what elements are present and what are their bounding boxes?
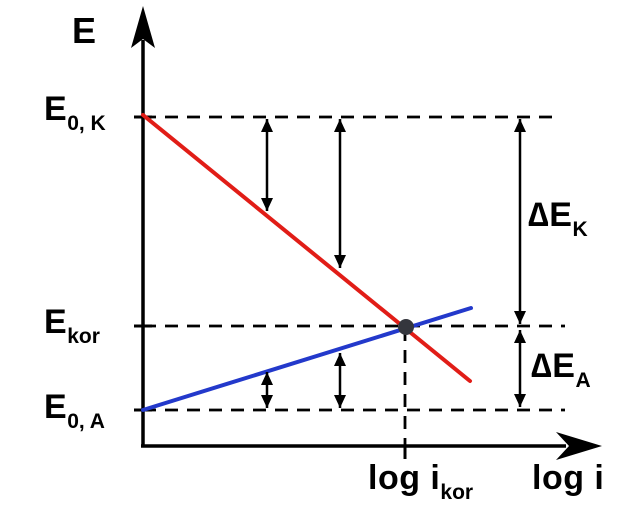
x-axis-label: log i [532,461,604,495]
delta-ea-main: ∆E [531,347,576,385]
ekor-label: Ekor [44,303,100,347]
anodic-line [141,306,473,412]
axis-ticks [134,115,407,459]
log-ikor-sub: kor [440,481,474,504]
y-axis-label: E [72,13,97,49]
ekor-sub: kor [67,325,100,348]
log-ikor-main: log i [368,459,441,497]
cathodic-line [141,113,472,383]
e0a-label: E0, A [44,388,105,432]
e0a-main: E [44,388,68,426]
dashed-guides [143,115,565,446]
log-ikor-label: log ikor [368,459,473,503]
delta-ea-sub: A [575,369,591,392]
e0a-sub: 0, A [67,410,105,433]
delta-ek-sub: K [572,218,588,241]
delta-ek-main: ∆E [528,196,573,234]
e0k-main: E [44,90,68,128]
x-axis-arrowhead [556,432,602,460]
axes [131,6,602,460]
x-axis-label-text: log i [532,459,605,497]
y-axis-label-text: E [72,10,97,51]
e0k-sub: 0, K [67,112,106,135]
e0k-label: E0, K [44,90,106,134]
delta-ea-label: ∆EA [531,347,591,391]
overpotential-arrows [261,119,526,408]
delta-ek-label: ∆EK [528,196,588,240]
ekor-main: E [44,303,68,341]
corrosion-point-dot [398,319,414,335]
y-axis-arrowhead [131,6,155,48]
